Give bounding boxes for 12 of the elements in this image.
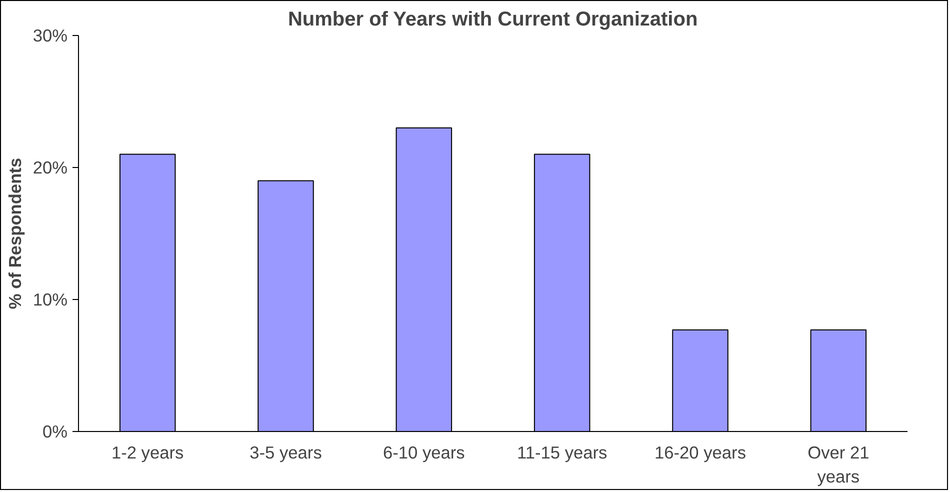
y-tick-label: 20%: [32, 158, 68, 178]
x-tick-label: 6-10 years: [382, 442, 466, 462]
x-tick-label: 16-20 years: [654, 442, 746, 462]
y-tick-label: 30%: [32, 26, 68, 46]
chart-title: Number of Years with Current Organization: [288, 8, 698, 30]
x-tick-label: Over 21 years: [808, 442, 870, 486]
y-tick-label: 10%: [32, 290, 68, 310]
x-tick-label: 3-5 years: [250, 442, 322, 462]
y-tick-label: 0%: [42, 422, 68, 442]
y-axis-title: % of Respondents: [4, 158, 25, 310]
x-tick-label: 1-2 years: [111, 442, 184, 462]
x-tick-label: 11-15 years: [516, 442, 608, 462]
